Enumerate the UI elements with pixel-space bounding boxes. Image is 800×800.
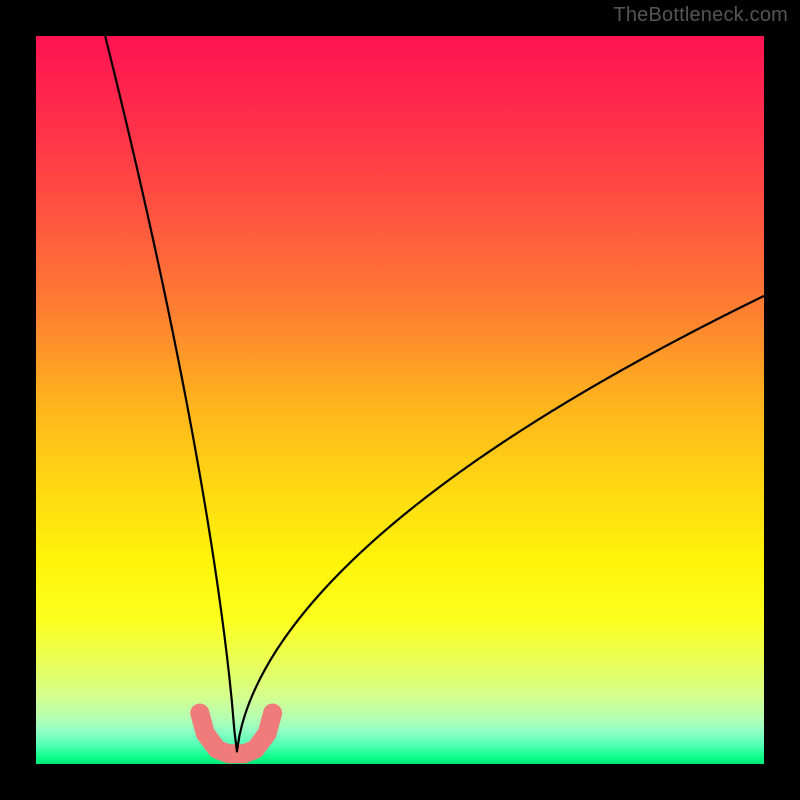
- chart-plot-area: [36, 36, 764, 764]
- chart-svg: [36, 36, 764, 764]
- plot-background: [36, 36, 764, 764]
- watermark-text: TheBottleneck.com: [613, 4, 788, 27]
